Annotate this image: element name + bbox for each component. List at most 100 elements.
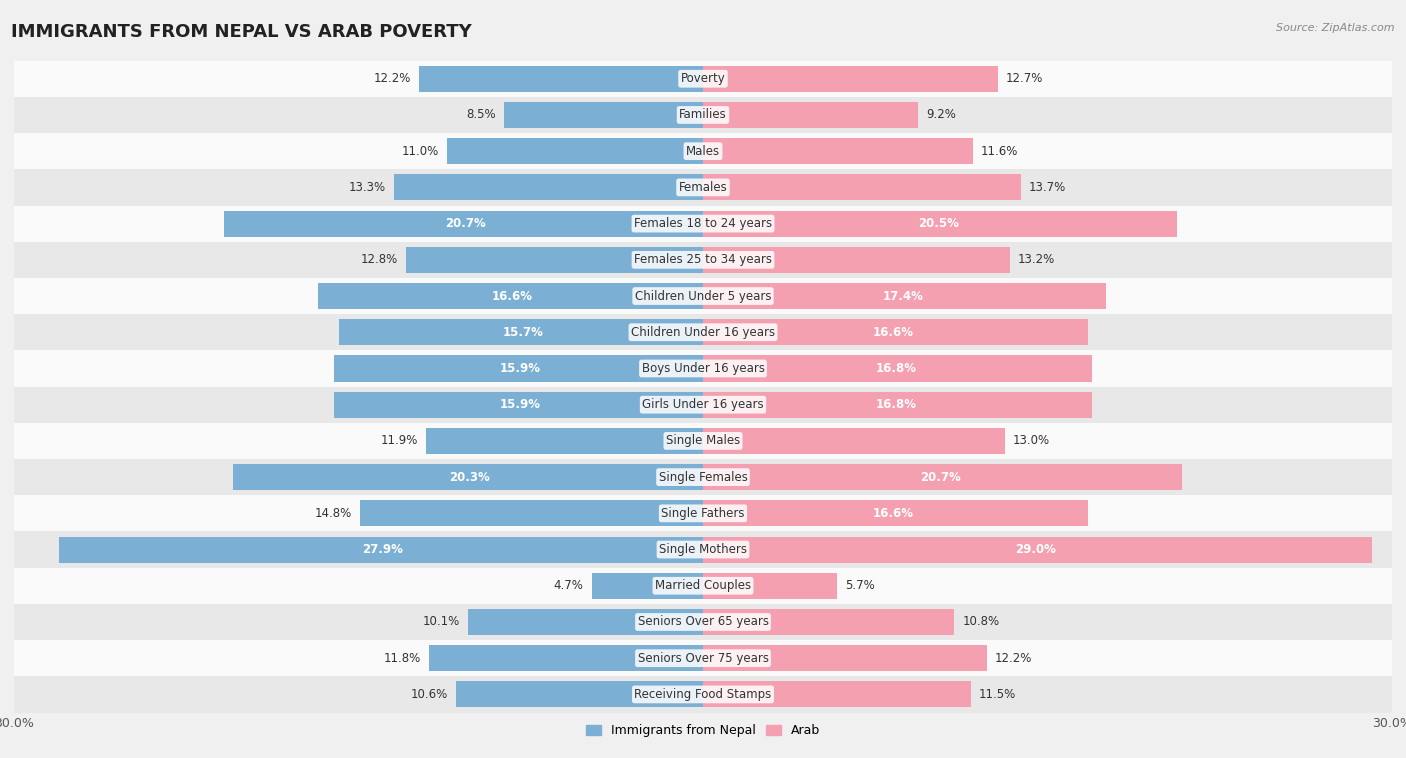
Bar (405, 247, 412, 273)
Text: 16.8%: 16.8% (876, 362, 917, 375)
Text: 13.0%: 13.0% (1012, 434, 1050, 447)
Text: Children Under 5 years: Children Under 5 years (634, 290, 772, 302)
Legend: Immigrants from Nepal, Arab: Immigrants from Nepal, Arab (581, 719, 825, 742)
Bar (703, 645, 983, 672)
Bar (14, 459, 1392, 495)
Bar (508, 102, 703, 128)
Bar (14, 61, 1392, 97)
Bar (236, 464, 703, 490)
Bar (14, 97, 1392, 133)
Text: 14.8%: 14.8% (315, 507, 352, 520)
Text: Males: Males (686, 145, 720, 158)
Bar (14, 568, 1392, 604)
Bar (14, 205, 1392, 242)
Text: 11.9%: 11.9% (381, 434, 418, 447)
Text: Single Fathers: Single Fathers (661, 507, 745, 520)
Bar (398, 174, 703, 200)
Text: 8.5%: 8.5% (467, 108, 496, 121)
Text: Seniors Over 65 years: Seniors Over 65 years (637, 615, 769, 628)
Bar (703, 609, 950, 635)
Text: Females 25 to 34 years: Females 25 to 34 years (634, 253, 772, 266)
Bar (1081, 500, 1088, 526)
Bar (318, 283, 325, 309)
Bar (409, 247, 703, 273)
Text: 12.2%: 12.2% (374, 72, 412, 85)
Bar (447, 138, 454, 164)
Bar (337, 356, 703, 381)
Bar (1085, 392, 1092, 418)
Bar (948, 609, 955, 635)
Bar (703, 356, 1088, 381)
Bar (1099, 283, 1107, 309)
Text: Boys Under 16 years: Boys Under 16 years (641, 362, 765, 375)
Text: IMMIGRANTS FROM NEPAL VS ARAB POVERTY: IMMIGRANTS FROM NEPAL VS ARAB POVERTY (11, 23, 472, 41)
Bar (360, 500, 367, 526)
Bar (14, 640, 1392, 676)
Bar (1014, 174, 1021, 200)
Bar (394, 174, 401, 200)
Bar (980, 645, 987, 672)
Bar (703, 174, 1018, 200)
Bar (1002, 247, 1010, 273)
Bar (224, 211, 231, 236)
Text: Receiving Food Stamps: Receiving Food Stamps (634, 688, 772, 701)
Bar (14, 423, 1392, 459)
Bar (468, 609, 474, 635)
Text: Poverty: Poverty (681, 72, 725, 85)
Text: 17.4%: 17.4% (883, 290, 924, 302)
Text: 27.9%: 27.9% (363, 543, 404, 556)
Bar (703, 464, 1178, 490)
Bar (1170, 211, 1177, 236)
Bar (337, 392, 703, 418)
Bar (432, 645, 703, 672)
Bar (998, 428, 1005, 454)
Bar (595, 573, 703, 599)
Text: 16.6%: 16.6% (873, 507, 914, 520)
Bar (966, 138, 973, 164)
Bar (703, 500, 1084, 526)
Bar (14, 604, 1392, 640)
Text: 11.5%: 11.5% (979, 688, 1015, 701)
Bar (991, 66, 998, 92)
Bar (703, 428, 1001, 454)
Text: 16.6%: 16.6% (492, 290, 533, 302)
Bar (831, 573, 838, 599)
Text: 9.2%: 9.2% (925, 108, 956, 121)
Bar (228, 211, 703, 236)
Bar (14, 531, 1392, 568)
Bar (703, 573, 834, 599)
Bar (703, 211, 1174, 236)
Text: 11.6%: 11.6% (981, 145, 1018, 158)
Text: 12.2%: 12.2% (994, 652, 1032, 665)
Bar (456, 681, 463, 707)
Text: Source: ZipAtlas.com: Source: ZipAtlas.com (1277, 23, 1395, 33)
Text: 4.7%: 4.7% (554, 579, 583, 592)
Text: 16.8%: 16.8% (876, 398, 917, 411)
Bar (450, 138, 703, 164)
Bar (460, 681, 703, 707)
Text: 15.7%: 15.7% (502, 326, 543, 339)
Bar (14, 314, 1392, 350)
Text: 10.1%: 10.1% (422, 615, 460, 628)
Bar (339, 319, 346, 346)
Bar (703, 392, 1088, 418)
Bar (335, 392, 342, 418)
Text: 20.7%: 20.7% (444, 217, 485, 230)
Text: 10.6%: 10.6% (411, 688, 449, 701)
Bar (423, 66, 703, 92)
Bar (703, 319, 1084, 346)
Text: 10.8%: 10.8% (963, 615, 1000, 628)
Bar (14, 242, 1392, 278)
Text: Children Under 16 years: Children Under 16 years (631, 326, 775, 339)
Text: 15.9%: 15.9% (501, 362, 541, 375)
Bar (1085, 356, 1092, 381)
Bar (14, 278, 1392, 314)
Bar (419, 66, 426, 92)
Bar (14, 350, 1392, 387)
Text: 16.6%: 16.6% (873, 326, 914, 339)
Bar (14, 133, 1392, 169)
Bar (363, 500, 703, 526)
Bar (343, 319, 703, 346)
Bar (233, 464, 240, 490)
Text: 13.7%: 13.7% (1029, 181, 1066, 194)
